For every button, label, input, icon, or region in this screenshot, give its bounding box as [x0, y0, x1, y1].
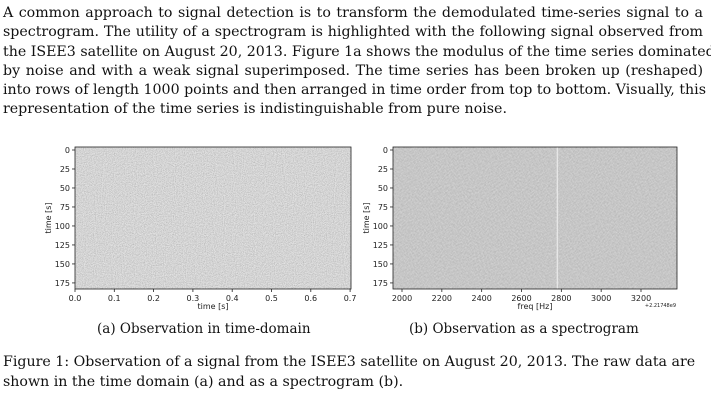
paragraph-line: A common approach to signal detection is… — [3, 5, 703, 21]
panel-a-frame — [74, 146, 352, 290]
figure-caption: Figure 1: Observation of a signal from t… — [3, 353, 703, 392]
panel-a-noise — [75, 147, 351, 289]
y-tick-label: 0 — [383, 146, 388, 155]
panel-b-xlabel: freq [Hz] — [518, 302, 553, 311]
panel-b-offset-text: +2.21748e9 — [645, 303, 676, 309]
panel-b: 0 25 50 75 100 125 150 175 2000 2200 2400 2600 2800… — [362, 146, 678, 311]
subcaption-a: (a) Observation in time-domain — [97, 321, 311, 337]
x-tick-label: 2800 — [551, 294, 571, 303]
panel-a-xlabel: time [s] — [197, 302, 228, 311]
x-tick-label: 0.3 — [187, 294, 200, 303]
x-tick-label: 0.6 — [304, 294, 317, 303]
y-tick-label: 75 — [378, 203, 388, 212]
x-tick-label: 0.2 — [147, 294, 160, 303]
y-tick-label: 125 — [373, 241, 388, 250]
paragraph-line: spectrogram. The utility of a spectrogra… — [3, 24, 703, 41]
y-tick-label: 150 — [373, 260, 388, 269]
y-tick-label: 125 — [55, 241, 70, 250]
y-tick-label: 75 — [60, 203, 70, 212]
y-tick-label: 175 — [373, 279, 388, 288]
y-tick-label: 50 — [378, 184, 388, 193]
x-tick-label: 0.7 — [344, 294, 357, 303]
x-tick-label: 2000 — [392, 294, 412, 303]
caption-line: Figure 1: Observation of a signal from t… — [3, 354, 696, 370]
y-tick-label: 175 — [55, 279, 70, 288]
x-tick-label: 2200 — [432, 294, 452, 303]
paragraph-line: by noise and with a weak signal superimp… — [3, 62, 703, 79]
x-tick-label: 3200 — [631, 294, 651, 303]
body-paragraph: A common approach to signal detection is… — [3, 4, 711, 120]
x-tick-label: 2400 — [471, 294, 491, 303]
panel-b-ylabel: time [s] — [362, 202, 371, 233]
paragraph-line: representation of the time series is ind… — [3, 101, 507, 118]
y-tick-label: 25 — [378, 165, 388, 174]
subcaption-b: (b) Observation as a spectrogram — [409, 321, 639, 337]
caption-line: shown in the time domain (a) and as a sp… — [3, 373, 404, 390]
y-tick-label: 100 — [55, 222, 70, 231]
y-tick-label: 100 — [373, 222, 388, 231]
panel-b-x-ticks: 2000 2200 2400 2600 2800 3000 3200 — [392, 289, 651, 303]
x-tick-label: 0.4 — [226, 294, 239, 303]
panel-b-noise — [393, 147, 677, 289]
x-tick-label: 0.1 — [108, 294, 121, 303]
y-tick-label: 0 — [65, 146, 70, 155]
panel-b-frame — [392, 146, 678, 290]
y-tick-label: 150 — [55, 260, 70, 269]
y-tick-label: 50 — [60, 184, 70, 193]
panel-a-ylabel: time [s] — [44, 202, 53, 233]
panel-a-y-ticks: 0 25 50 75 100 125 150 175 — [55, 146, 75, 288]
panel-a-x-ticks: 0.0 0.1 0.2 0.3 0.4 0.5 0.6 0.7 — [69, 289, 357, 303]
x-tick-label: 0.0 — [69, 294, 82, 303]
paragraph-line: the ISEE3 satellite on August 20, 2013. … — [3, 43, 711, 60]
x-tick-label: 0.5 — [265, 294, 278, 303]
x-tick-label: 2600 — [511, 294, 531, 303]
y-tick-label: 25 — [60, 165, 70, 174]
x-tick-label: 3000 — [591, 294, 611, 303]
paragraph-line: into rows of length 1000 points and then… — [3, 82, 706, 99]
panel-b-y-ticks: 0 25 50 75 100 125 150 175 — [373, 146, 393, 288]
